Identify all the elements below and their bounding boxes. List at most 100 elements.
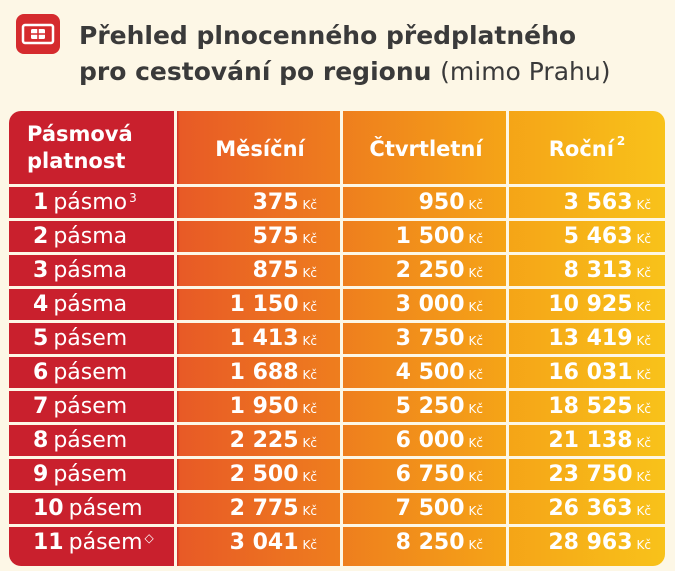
zone-cell: 7 pásem [33,392,127,422]
header-zone-line2: platnost [27,149,126,173]
quarterly-price-value: 2 250 [395,258,465,283]
table-row: 3 pásma 875 Kč 2 250 Kč 8 313 Kč [9,256,665,286]
zone-footnote: 3 [129,191,137,205]
monthly-price-value: 1 413 [229,326,299,351]
quarterly-price-value: 6 000 [395,428,465,453]
currency-label: Kč [468,232,483,246]
page-title: Přehled plnocenného předplatného pro ces… [79,18,610,90]
zone-number: 9 [33,462,49,487]
zone-word: pásma [53,292,128,317]
row-divider [9,320,665,323]
currency-label: Kč [468,436,483,450]
yearly-price: 3 563 Kč [509,188,651,218]
yearly-price-value: 28 963 [548,530,633,555]
zone-cell: 3 pásma [33,256,127,286]
zone-cell: 5 pásem [33,324,127,354]
quarterly-price: 3 000 Kč [343,290,483,320]
monthly-price-value: 875 [252,258,299,283]
zone-number: 6 [33,360,49,385]
currency-label: Kč [302,266,317,280]
quarterly-price-value: 3 000 [395,292,465,317]
zone-cell: 2 pásma [33,222,127,252]
zone-word: pásma [53,224,128,249]
yearly-price: 5 463 Kč [509,222,651,252]
currency-label: Kč [636,198,651,212]
yearly-price: 16 031 Kč [509,358,651,388]
zone-word: pásem [53,360,128,385]
ticket-card-icon [16,14,60,54]
currency-label: Kč [302,334,317,348]
currency-label: Kč [468,470,483,484]
currency-label: Kč [302,368,317,382]
currency-label: Kč [468,538,483,552]
currency-label: Kč [636,436,651,450]
table-row: 9 pásem 2 500 Kč 6 750 Kč 23 750 Kč [9,460,665,490]
yearly-price-value: 21 138 [548,428,633,453]
zone-word: pásem [53,394,128,419]
row-divider [9,422,665,425]
currency-label: Kč [468,402,483,416]
header-yearly: Roční 2 [509,111,665,183]
monthly-price-value: 1 950 [229,394,299,419]
monthly-price: 2 775 Kč [177,494,317,524]
monthly-price: 1 413 Kč [177,324,317,354]
currency-label: Kč [302,470,317,484]
yearly-price: 26 363 Kč [509,494,651,524]
zone-number: 2 [33,224,49,249]
yearly-price: 21 138 Kč [509,426,651,456]
zone-word: pásem [53,428,128,453]
column-divider [174,111,177,566]
currency-label: Kč [468,198,483,212]
currency-label: Kč [302,402,317,416]
monthly-price: 1 688 Kč [177,358,317,388]
zone-word: pásem [53,326,128,351]
yearly-price: 18 525 Kč [509,392,651,422]
currency-label: Kč [302,436,317,450]
row-divider [9,456,665,459]
zone-number: 7 [33,394,49,419]
quarterly-price: 6 000 Kč [343,426,483,456]
table-row: 4 pásma 1 150 Kč 3 000 Kč 10 925 Kč [9,290,665,320]
yearly-price-value: 23 750 [548,462,633,487]
zone-cell: 11 pásem ◇ [33,528,154,558]
quarterly-price-value: 950 [418,190,465,215]
quarterly-price: 1 500 Kč [343,222,483,252]
yearly-price: 13 419 Kč [509,324,651,354]
header-yearly-label: Roční [548,137,614,161]
zone-footnote: ◇ [144,531,154,545]
currency-label: Kč [468,368,483,382]
quarterly-price-value: 7 500 [395,496,465,521]
yearly-price-value: 10 925 [548,292,633,317]
table-row: 10 pásem 2 775 Kč 7 500 Kč 26 363 Kč [9,494,665,524]
quarterly-price-value: 8 250 [395,530,465,555]
zone-word: pásem [68,496,143,521]
monthly-price-value: 2 775 [229,496,299,521]
yearly-price: 23 750 Kč [509,460,651,490]
quarterly-price: 6 750 Kč [343,460,483,490]
pricing-table: Pásmová platnost Měsíční Čtvrtletní Ročn… [9,111,665,566]
monthly-price-value: 3 041 [229,530,299,555]
row-divider [9,252,665,255]
monthly-price-value: 375 [252,190,299,215]
monthly-price: 3 041 Kč [177,528,317,558]
monthly-price: 1 950 Kč [177,392,317,422]
currency-label: Kč [636,402,651,416]
yearly-price: 8 313 Kč [509,256,651,286]
zone-number: 10 [33,496,64,521]
monthly-price: 2 500 Kč [177,460,317,490]
currency-label: Kč [636,300,651,314]
table-row: 2 pásma 575 Kč 1 500 Kč 5 463 Kč [9,222,665,252]
row-divider [9,524,665,527]
currency-label: Kč [468,334,483,348]
quarterly-price: 2 250 Kč [343,256,483,286]
quarterly-price-value: 3 750 [395,326,465,351]
zone-word: pásmo [53,190,128,215]
yearly-price-value: 26 363 [548,496,633,521]
currency-label: Kč [636,266,651,280]
monthly-price-value: 2 225 [229,428,299,453]
currency-label: Kč [302,232,317,246]
table-row: 6 pásem 1 688 Kč 4 500 Kč 16 031 Kč [9,358,665,388]
quarterly-price: 7 500 Kč [343,494,483,524]
monthly-price: 875 Kč [177,256,317,286]
yearly-price-value: 18 525 [548,394,633,419]
